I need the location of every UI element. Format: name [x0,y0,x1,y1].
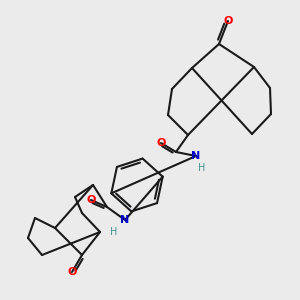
Text: O: O [223,16,233,26]
Text: O: O [156,138,166,148]
Text: N: N [120,215,130,225]
Text: H: H [110,227,118,237]
Text: O: O [67,267,77,277]
Text: O: O [86,195,96,205]
Text: H: H [198,163,206,173]
Text: N: N [191,151,201,161]
